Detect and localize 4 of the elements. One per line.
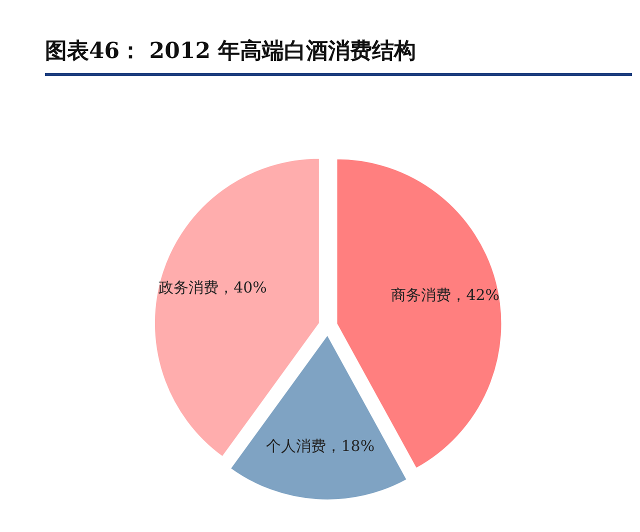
chart-title: 图表46： 2012 年高端白酒消费结构 xyxy=(45,38,416,64)
slice-label: 个人消费，18% xyxy=(266,436,375,455)
slice-label: 政务消费，40% xyxy=(158,278,267,296)
slice-label: 商务消费，42% xyxy=(391,286,500,304)
